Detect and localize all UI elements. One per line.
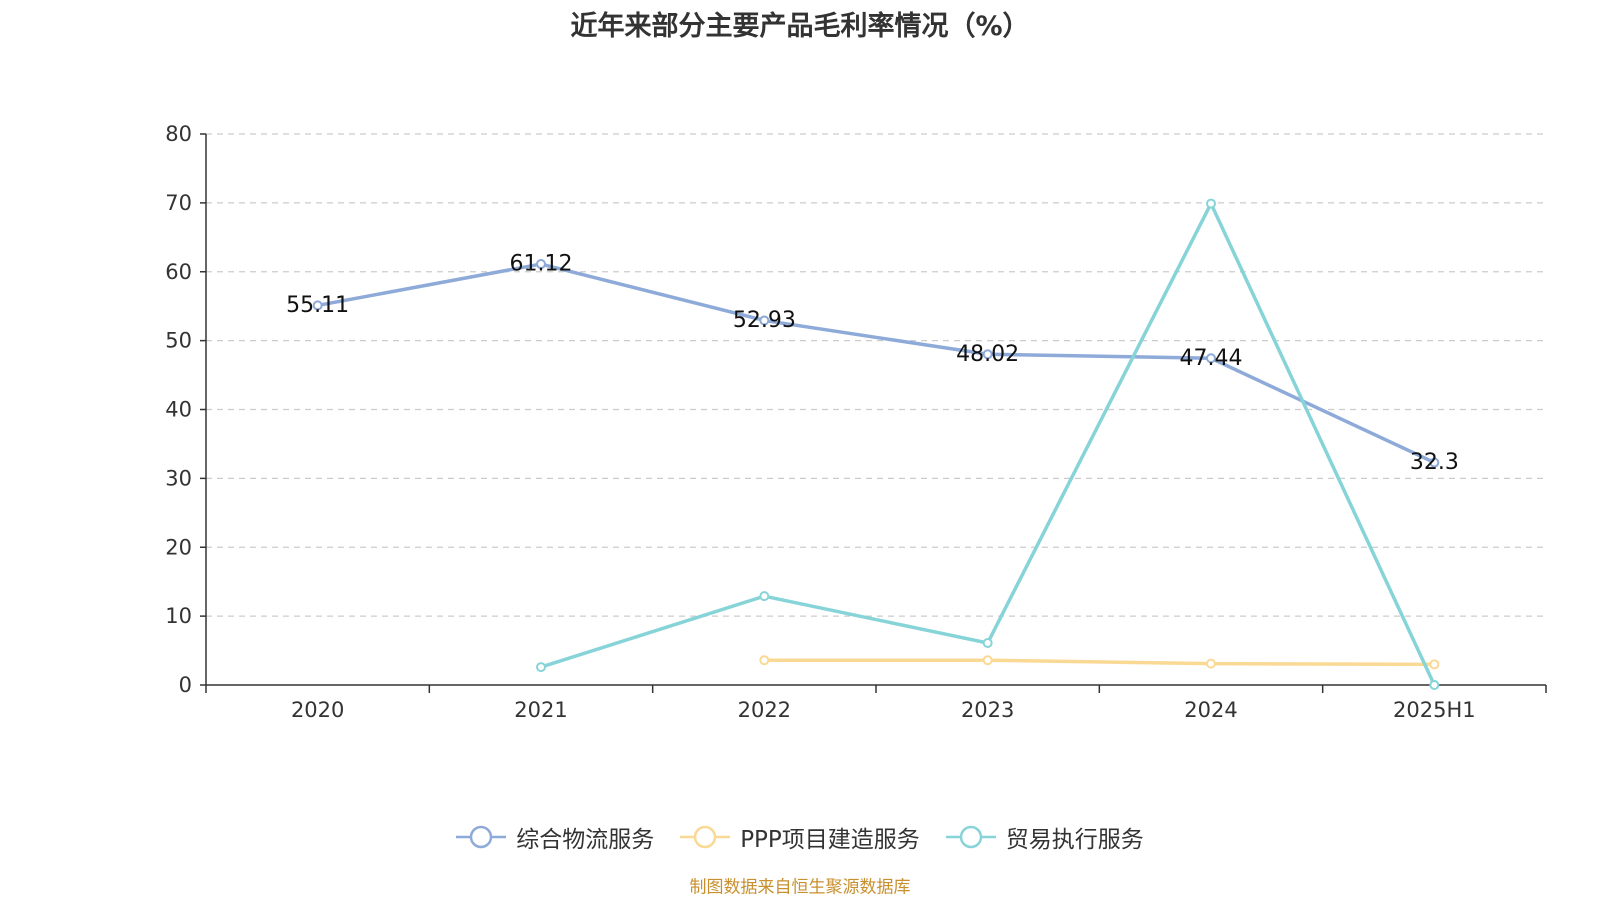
legend: 综合物流服务 PPP项目建造服务 贸易执行服务 xyxy=(0,820,1600,854)
data-point xyxy=(1206,658,1216,669)
chart-title: 近年来部分主要产品毛利率情况（%） xyxy=(570,11,1030,42)
data-point xyxy=(1429,659,1440,670)
x-tick-label: 2022 xyxy=(738,698,791,722)
x-tick-label: 2020 xyxy=(291,698,344,722)
legend-item[interactable]: PPP项目建造服务 xyxy=(680,820,920,854)
data-labels: 55.11 61.12 52.93 48.02 47.44 32.3 xyxy=(286,252,1459,475)
data-label: 55.11 xyxy=(286,293,349,318)
y-tick-label: 60 xyxy=(165,260,192,284)
y-tick-label: 30 xyxy=(165,466,192,490)
legend-label: PPP项目建造服务 xyxy=(740,827,920,853)
y-tick-label: 40 xyxy=(165,398,192,422)
x-tick-label: 2025H1 xyxy=(1393,698,1476,722)
series-line-1 xyxy=(762,658,1437,667)
data-label: 61.12 xyxy=(510,252,573,277)
y-tick-label: 70 xyxy=(165,191,192,215)
data-point xyxy=(1206,198,1216,209)
series-line-2 xyxy=(539,201,1437,687)
y-tick-label: 10 xyxy=(165,604,192,628)
legend-swatch xyxy=(456,825,507,849)
data-label: 52.93 xyxy=(733,308,796,333)
data-point xyxy=(759,655,770,666)
data-point xyxy=(312,300,323,311)
data-point xyxy=(759,591,770,602)
data-point xyxy=(982,655,993,666)
data-point xyxy=(982,637,993,648)
data-label: 48.02 xyxy=(956,342,1019,367)
series-lines xyxy=(312,198,1440,690)
y-tick-label: 0 xyxy=(179,673,192,697)
data-point xyxy=(1206,353,1216,364)
x-tick-label: 2024 xyxy=(1184,698,1237,722)
data-label: 32.3 xyxy=(1410,450,1459,475)
data-point xyxy=(1429,680,1440,690)
data-point xyxy=(759,315,770,326)
series-line-0 xyxy=(315,262,1437,465)
data-point xyxy=(1429,457,1440,468)
legend-swatch xyxy=(945,825,996,849)
x-tick-label: 2023 xyxy=(961,698,1014,722)
y-tick-label: 20 xyxy=(165,535,192,559)
y-tick-label: 80 xyxy=(165,122,192,146)
y-tick-label: 50 xyxy=(165,329,192,353)
source-note: 制图数据来自恒生聚源数据库 xyxy=(689,877,911,898)
data-point xyxy=(536,662,546,673)
data-point xyxy=(982,349,993,360)
axes: 0 10 20 30 40 50 60 70 80 2020 2021 2022 2023 2024 202… xyxy=(165,122,1547,722)
legend-item[interactable]: 综合物流服务 xyxy=(456,820,654,854)
legend-label: 贸易执行服务 xyxy=(1005,827,1144,853)
grid-lines xyxy=(206,133,1546,617)
legend-swatch xyxy=(680,825,731,849)
data-label: 47.44 xyxy=(1180,346,1243,371)
legend-label: 综合物流服务 xyxy=(516,827,655,853)
legend-item[interactable]: 贸易执行服务 xyxy=(945,820,1144,854)
x-tick-label: 2021 xyxy=(514,698,567,722)
data-point xyxy=(536,259,546,270)
